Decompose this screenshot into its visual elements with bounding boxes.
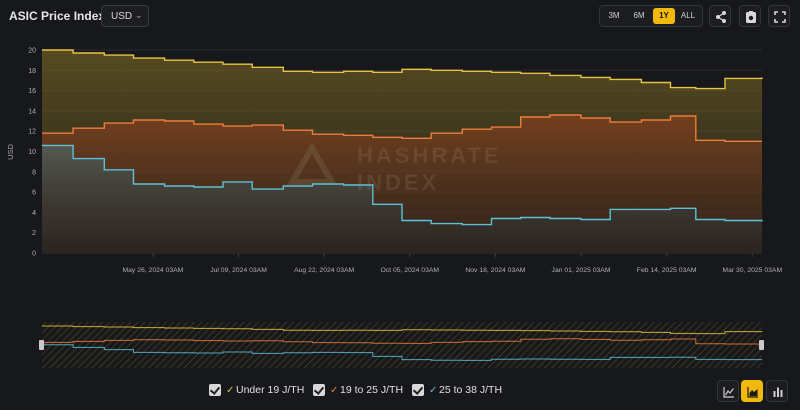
series-marker-19-to-25: ✓ — [330, 385, 339, 396]
camera-icon — [746, 11, 756, 23]
navigator-series — [42, 325, 763, 361]
series-line-19-to-25 — [42, 114, 762, 142]
share-icon — [716, 11, 726, 23]
series-lines — [42, 49, 763, 226]
series-area-25-to-38 — [42, 145, 762, 253]
x-tick-label: Jul 09, 2024 03AM — [210, 267, 267, 274]
navigator-selection[interactable] — [42, 322, 762, 368]
x-tick-label: Jan 01, 2025 03AM — [552, 267, 611, 274]
range-navigator[interactable] — [39, 322, 764, 368]
chevron-down-icon: ⌄ — [135, 10, 143, 20]
y-tick-label: 20 — [28, 48, 36, 55]
watermark: HASHRATE INDEX — [286, 142, 502, 195]
series-marker-25-to-38: ✓ — [429, 385, 438, 396]
x-tick-label: Mar 30, 2025 03AM — [722, 267, 782, 274]
x-tick-label: Oct 05, 2024 03AM — [380, 267, 439, 274]
currency-value: USD — [111, 11, 133, 22]
x-axis-ticks: May 26, 2024 03AM Jul 09, 2024 03AM Aug 22… — [122, 253, 782, 274]
x-tick-label: May 26, 2024 03AM — [122, 267, 183, 274]
navigator-line-under-19 — [42, 325, 763, 335]
range-1y-button[interactable]: 1Y — [653, 8, 675, 24]
bar-chart-icon — [773, 387, 783, 397]
legend-label: 19 to 25 J/TH — [340, 384, 404, 396]
checkbox-under-19[interactable] — [209, 384, 221, 396]
share-button[interactable] — [709, 5, 731, 27]
range-6m-button[interactable]: 6M — [633, 11, 645, 20]
series-areas — [42, 50, 762, 253]
navigator-left-handle[interactable] — [39, 340, 44, 350]
watermark-text-line1: HASHRATE — [357, 143, 502, 168]
chart-header: ASIC Price Index USD ⌄ 3M 6M 1Y ALL — [0, 0, 800, 34]
page-title: ASIC Price Index — [9, 9, 106, 23]
navigator-line-19-to-25 — [42, 338, 762, 345]
line-chart-button[interactable] — [717, 380, 739, 402]
bar-chart-button[interactable] — [766, 380, 788, 402]
currency-select[interactable]: USD ⌄ — [101, 5, 149, 27]
y-tick-label: 18 — [28, 68, 36, 75]
line-chart-icon — [723, 387, 734, 398]
price-chart: HASHRATE INDEX 0 2 4 6 8 10 12 14 16 18 20 May 26,… — [6, 48, 782, 368]
y-tick-label: 14 — [28, 108, 36, 115]
y-tick-label: 10 — [28, 149, 36, 156]
area-chart-button[interactable] — [741, 380, 763, 402]
range-all-button[interactable]: ALL — [680, 11, 696, 20]
range-3m-button[interactable]: 3M — [608, 11, 620, 20]
y-axis-ticks: 0 2 4 6 8 10 12 14 16 18 20 — [28, 48, 36, 258]
area-chart-icon — [747, 387, 758, 398]
time-range-selector: 3M 6M 1Y ALL — [599, 5, 703, 27]
y-tick-label: 8 — [32, 169, 36, 176]
x-tick-label: Nov 18, 2024 03AM — [465, 267, 525, 274]
y-tick-label: 6 — [32, 190, 36, 197]
series-marker-under-19: ✓ — [226, 385, 235, 396]
fullscreen-button[interactable] — [768, 5, 790, 27]
checkbox-25-to-38[interactable] — [412, 384, 424, 396]
y-tick-label: 0 — [32, 251, 36, 258]
navigator-line-25-to-38 — [42, 344, 763, 361]
x-tick-label: Aug 22, 2024 03AM — [294, 267, 354, 274]
y-tick-label: 2 — [32, 230, 36, 237]
y-tick-label: 4 — [32, 210, 36, 217]
navigator-right-handle[interactable] — [759, 340, 764, 350]
legend-label: 25 to 38 J/TH — [439, 384, 503, 396]
watermark-logo — [286, 142, 338, 185]
checkbox-19-to-25[interactable] — [313, 384, 325, 396]
y-tick-label: 12 — [28, 129, 36, 136]
legend-label: Under 19 J/TH — [236, 384, 305, 396]
series-line-under-19 — [42, 49, 763, 90]
fullscreen-icon — [774, 11, 786, 23]
y-axis-label: USD — [6, 144, 15, 160]
screenshot-button[interactable] — [739, 5, 761, 27]
series-line-25-to-38 — [42, 144, 763, 226]
x-tick-label: Feb 14, 2025 03AM — [637, 267, 697, 274]
watermark-text-line2: INDEX — [357, 170, 439, 195]
y-tick-label: 16 — [28, 88, 36, 95]
